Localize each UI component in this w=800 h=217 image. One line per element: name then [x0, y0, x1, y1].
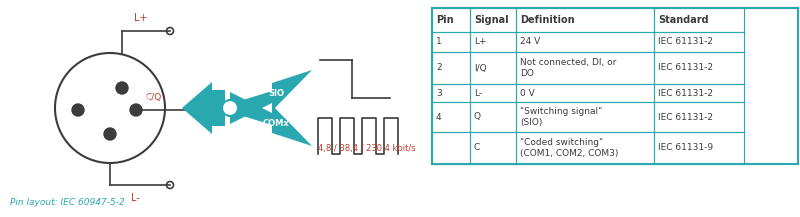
Text: IEC 61131-9: IEC 61131-9 — [658, 143, 713, 153]
Text: 3: 3 — [98, 140, 104, 148]
Text: L-: L- — [474, 89, 482, 97]
Text: IEC 61131-2: IEC 61131-2 — [658, 89, 713, 97]
Text: IEC 61131-2: IEC 61131-2 — [658, 64, 713, 72]
Text: Pin: Pin — [436, 15, 454, 25]
Text: "Switching signal"
(SIO): "Switching signal" (SIO) — [520, 107, 602, 127]
Text: L-: L- — [130, 193, 139, 203]
Circle shape — [104, 128, 116, 140]
Text: 24 V: 24 V — [520, 38, 540, 46]
Text: L+: L+ — [474, 38, 486, 46]
Polygon shape — [182, 82, 225, 134]
Text: Signal: Signal — [474, 15, 509, 25]
Text: "Coded switching"
(COM1, COM2, COM3): "Coded switching" (COM1, COM2, COM3) — [520, 138, 618, 158]
Text: 2: 2 — [436, 64, 442, 72]
Text: SIO: SIO — [268, 89, 284, 97]
Text: 2: 2 — [64, 105, 70, 115]
Polygon shape — [230, 70, 312, 124]
Text: I/Q: I/Q — [474, 64, 486, 72]
Text: IEC 61131-2: IEC 61131-2 — [658, 38, 713, 46]
Text: Not connected, DI, or
DO: Not connected, DI, or DO — [520, 58, 616, 78]
Text: C: C — [474, 143, 480, 153]
Text: Q: Q — [474, 112, 481, 122]
Text: 4: 4 — [436, 112, 442, 122]
Polygon shape — [230, 92, 312, 146]
Text: Definition: Definition — [520, 15, 574, 25]
Text: 1: 1 — [119, 74, 125, 82]
Text: 4,8 / 38,4 / 230,4 kbit/s: 4,8 / 38,4 / 230,4 kbit/s — [318, 143, 416, 153]
Text: C/Q: C/Q — [146, 93, 162, 102]
Text: IEC 61131-2: IEC 61131-2 — [658, 112, 713, 122]
Circle shape — [116, 82, 128, 94]
Text: 1: 1 — [436, 38, 442, 46]
Text: 4: 4 — [144, 95, 150, 105]
Text: 3: 3 — [436, 89, 442, 97]
Circle shape — [72, 104, 84, 116]
Circle shape — [222, 100, 238, 116]
Text: Pin layout: IEC 60947-5-2: Pin layout: IEC 60947-5-2 — [10, 198, 125, 207]
Circle shape — [130, 104, 142, 116]
Text: Standard: Standard — [658, 15, 709, 25]
Text: 0 V: 0 V — [520, 89, 534, 97]
Text: L+: L+ — [134, 13, 148, 23]
Text: COMx: COMx — [262, 118, 290, 128]
